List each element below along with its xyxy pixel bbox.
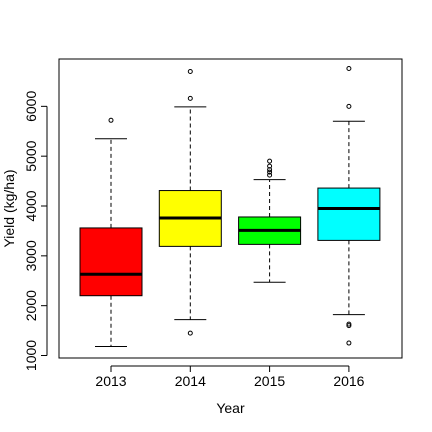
outlier-point	[187, 330, 193, 336]
y-tick-label: 3000	[23, 240, 39, 271]
outlier-point	[267, 158, 273, 164]
y-axis-label: Yield (kg/ha)	[1, 169, 17, 247]
x-axis-label: Year	[216, 400, 245, 416]
y-axis: 1000 2000 3000 4000 5000 6000	[23, 91, 48, 371]
y-tick-label: 4000	[23, 190, 39, 221]
box-group-2014	[158, 68, 222, 336]
outlier-point	[108, 117, 114, 123]
x-tick-label: 2014	[175, 373, 206, 389]
outlier-point	[267, 163, 273, 169]
outlier-point	[346, 103, 352, 109]
outlier-point	[187, 68, 193, 74]
x-tick-label: 2015	[254, 373, 285, 389]
x-tick-label: 2016	[333, 373, 364, 389]
box-group-2015	[238, 158, 302, 283]
y-tick-label: 2000	[23, 290, 39, 321]
outlier-point	[267, 169, 273, 175]
outlier-point	[346, 321, 352, 327]
plot-frame	[58, 58, 403, 359]
box-group-2013	[79, 117, 143, 348]
y-tick-label: 6000	[23, 91, 39, 122]
boxes-layer	[79, 65, 381, 348]
outlier-point	[187, 95, 193, 101]
outlier-point	[267, 167, 273, 173]
outlier-point	[346, 65, 352, 71]
x-axis: 2013 2014 2015 2016	[95, 365, 365, 389]
x-tick-label: 2013	[95, 373, 126, 389]
outlier-point	[267, 172, 273, 178]
outlier-point	[346, 340, 352, 346]
y-tick-label: 5000	[23, 140, 39, 171]
box-group-2016	[317, 65, 381, 346]
box-2016	[317, 187, 381, 241]
box-2013	[79, 227, 143, 297]
y-tick-label: 1000	[23, 340, 39, 371]
